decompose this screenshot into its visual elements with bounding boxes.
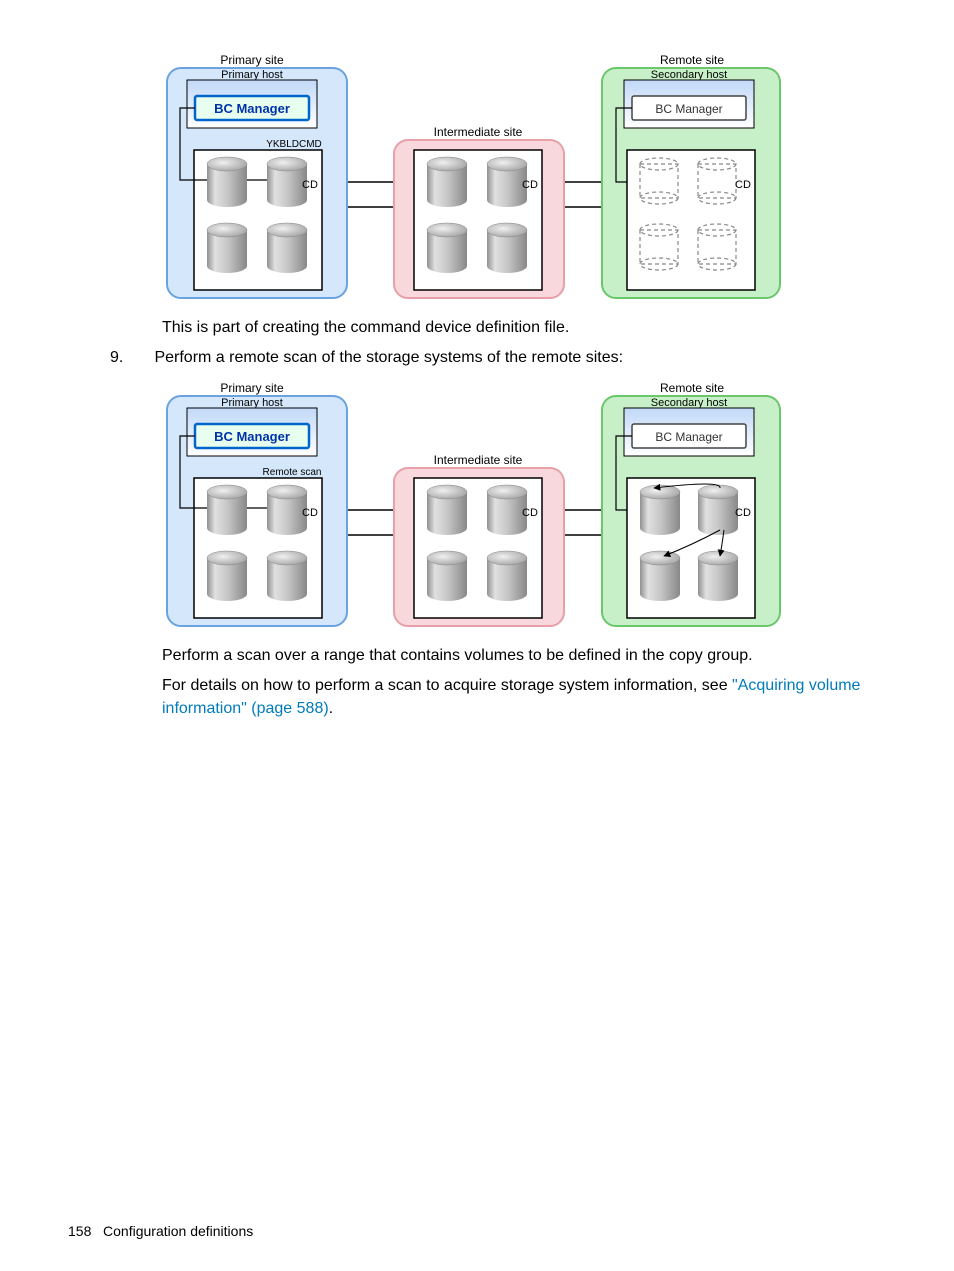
label-cd: CD xyxy=(522,507,538,519)
label-cd: CD xyxy=(735,507,751,519)
cylinder xyxy=(427,157,467,207)
label-intermediate-site: Intermediate site xyxy=(434,125,523,139)
label-cd: CD xyxy=(302,179,318,191)
paragraph: For details on how to perform a scan to … xyxy=(162,674,892,720)
label-primary-site: Primary site xyxy=(220,381,284,395)
text: For details on how to perform a scan to … xyxy=(162,677,732,694)
cylinder xyxy=(207,223,247,273)
label-bc-manager: BC Manager xyxy=(214,101,290,116)
cylinder xyxy=(267,223,307,273)
label-remote-site: Remote site xyxy=(660,53,724,67)
page: Primary site Primary host BC Manager YKB… xyxy=(0,0,954,1271)
cylinder xyxy=(267,551,307,601)
label-bc-manager-r: BC Manager xyxy=(655,430,722,444)
label-ykbldcmd: YKBLDCMD xyxy=(266,139,322,150)
cylinder xyxy=(640,551,680,601)
step-number: 9. xyxy=(110,346,150,369)
label-cd: CD xyxy=(735,179,751,191)
cylinder xyxy=(487,223,527,273)
footer-title: Configuration definitions xyxy=(103,1223,253,1239)
label-primary-site: Primary site xyxy=(220,53,284,67)
cylinder xyxy=(427,223,467,273)
label-bc-manager-r: BC Manager xyxy=(655,102,722,116)
cylinder xyxy=(427,551,467,601)
cylinder xyxy=(427,485,467,535)
ordered-step: 9. Perform a remote scan of the storage … xyxy=(110,346,892,369)
cylinder xyxy=(487,551,527,601)
cylinder xyxy=(698,485,738,535)
label-primary-host: Primary host xyxy=(221,69,283,81)
cylinder xyxy=(267,485,307,535)
text: . xyxy=(329,700,333,717)
page-footer: 158 Configuration definitions xyxy=(68,1223,253,1239)
cylinder xyxy=(267,157,307,207)
label-cd: CD xyxy=(522,179,538,191)
paragraph: Perform a scan over a range that contain… xyxy=(162,644,892,667)
label-cd: CD xyxy=(302,507,318,519)
label-remote-scan: Remote scan xyxy=(263,467,322,478)
label-secondary-host: Secondary host xyxy=(651,69,727,81)
paragraph: This is part of creating the command dev… xyxy=(162,316,892,339)
cylinder xyxy=(640,485,680,535)
label-primary-host: Primary host xyxy=(221,397,283,409)
cylinder xyxy=(487,157,527,207)
cylinder xyxy=(698,551,738,601)
cylinder xyxy=(207,157,247,207)
page-number: 158 xyxy=(68,1223,91,1239)
cylinder xyxy=(207,551,247,601)
label-secondary-host: Secondary host xyxy=(651,397,727,409)
step-text: Perform a remote scan of the storage sys… xyxy=(154,346,874,369)
cylinder xyxy=(487,485,527,535)
cylinder xyxy=(207,485,247,535)
diagram-1: Primary site Primary host BC Manager YKB… xyxy=(162,52,782,307)
label-intermediate-site: Intermediate site xyxy=(434,453,523,467)
label-bc-manager: BC Manager xyxy=(214,429,290,444)
diagram-2: Primary site Primary host BC Manager Rem… xyxy=(162,380,782,635)
label-remote-site: Remote site xyxy=(660,381,724,395)
